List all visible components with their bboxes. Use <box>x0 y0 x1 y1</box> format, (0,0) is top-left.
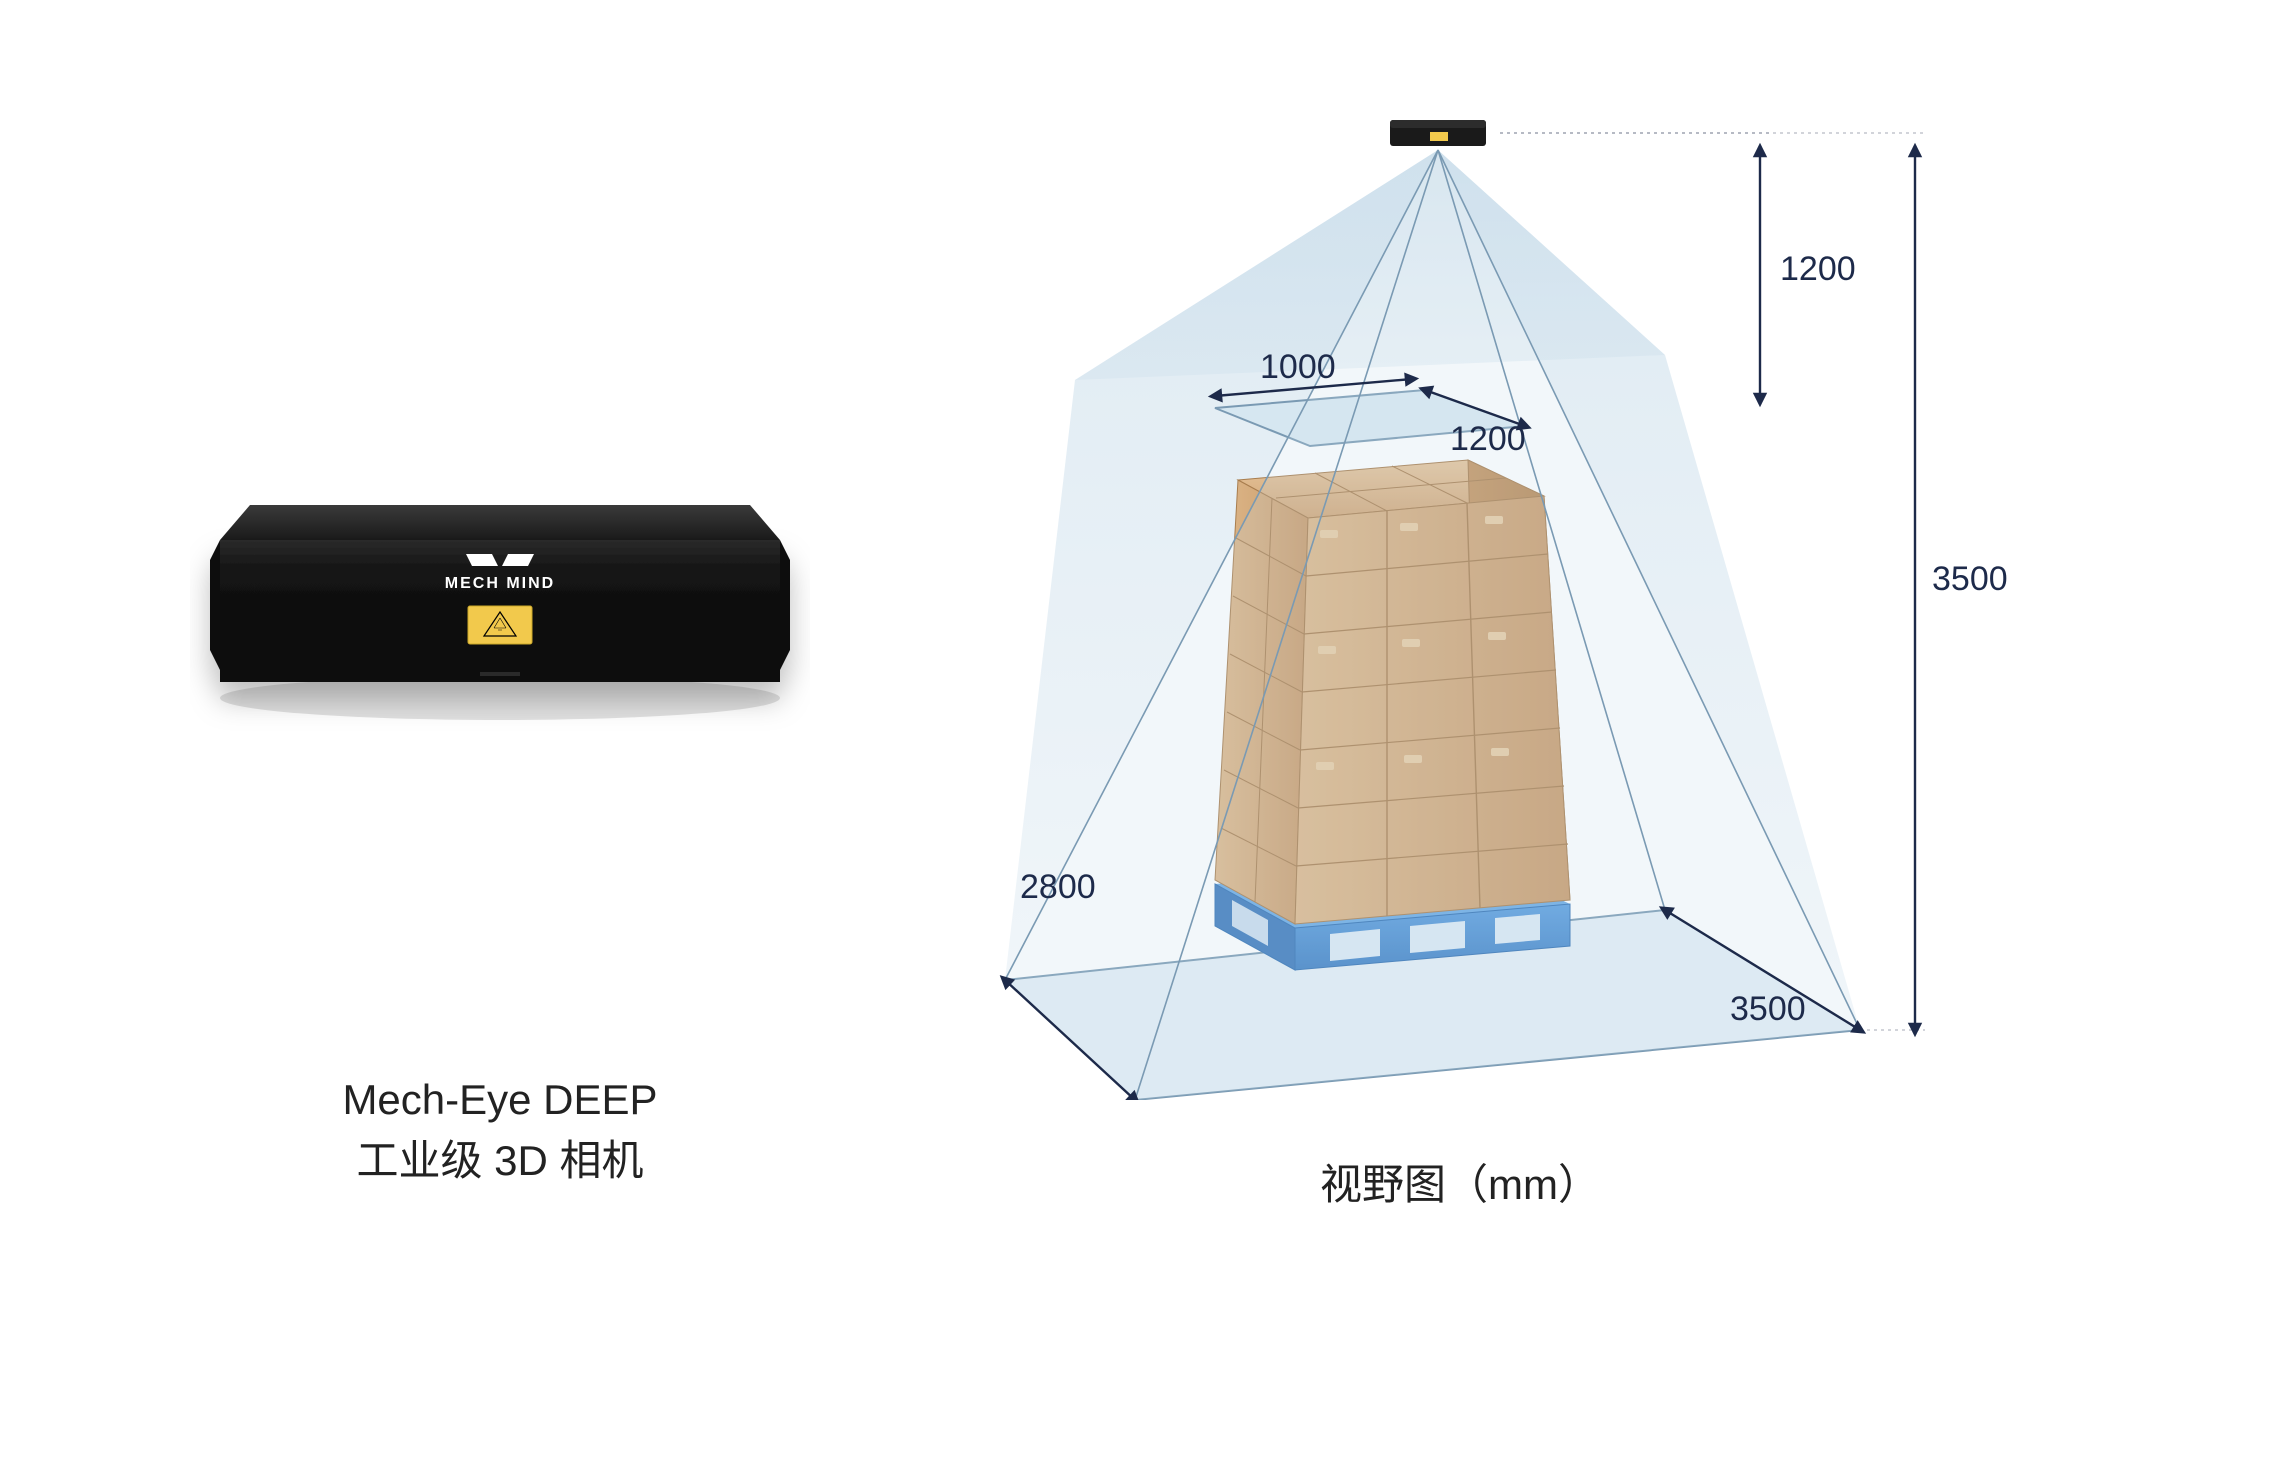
label-near-distance: 1200 <box>1780 250 1856 289</box>
left-caption: Mech-Eye DEEP 工业级 3D 相机 <box>190 1070 810 1192</box>
fov-camera-icon <box>1390 120 1486 146</box>
label-far-distance: 3500 <box>1932 560 2008 599</box>
label-near-width: 1200 <box>1450 420 1526 459</box>
right-caption: 视野图（mm） <box>960 1155 1960 1216</box>
left-caption-line2: 工业级 3D 相机 <box>190 1131 810 1192</box>
label-far-depth: 2800 <box>1020 868 1096 907</box>
fov-diagram-panel: 1200 3500 1200 1000 3500 2800 <box>960 100 1960 1100</box>
camera-warning-label <box>468 606 532 644</box>
label-far-width: 3500 <box>1730 990 1806 1029</box>
right-caption-text: 视野图（mm） <box>960 1155 1960 1216</box>
label-near-depth: 1000 <box>1260 348 1336 387</box>
camera-product-panel: MECH MIND <box>190 450 810 755</box>
camera-svg: MECH MIND <box>190 450 810 750</box>
left-caption-line1: Mech-Eye DEEP <box>190 1070 810 1131</box>
camera-logo-text: MECH MIND <box>445 575 555 592</box>
